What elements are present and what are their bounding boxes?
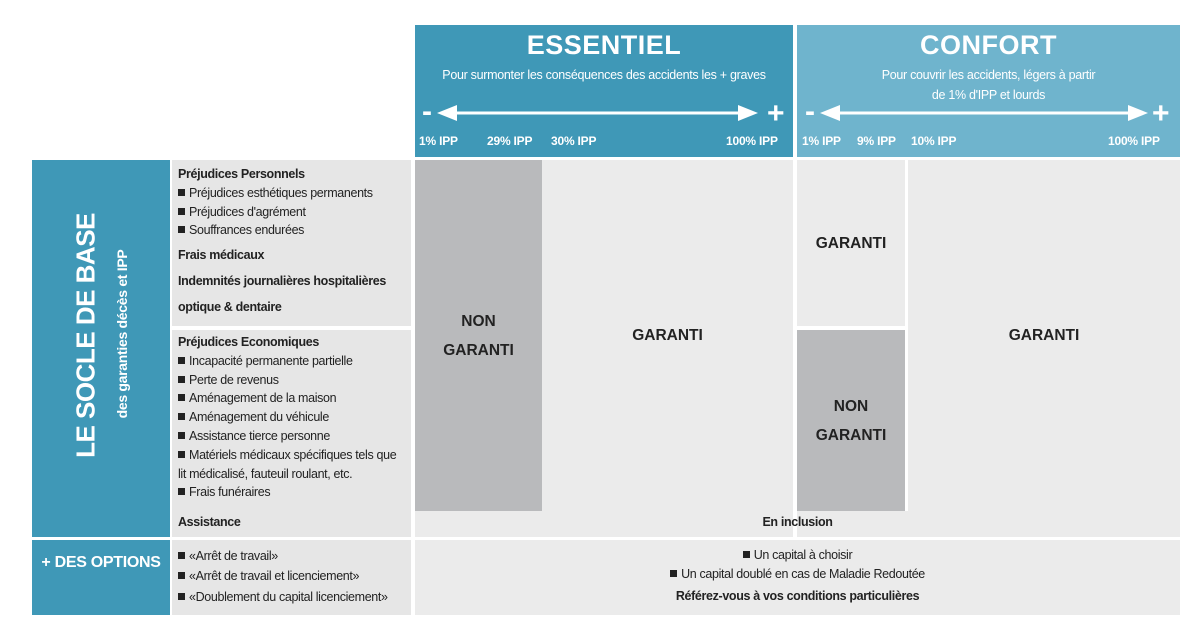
ipp-tick: 1% IPP (419, 134, 458, 148)
ipp-tick: 29% IPP (487, 134, 533, 148)
options-details: Un capital à choisir Un capital doublé e… (415, 546, 1180, 608)
ipp-tick: 1% IPP (802, 134, 841, 148)
divider (793, 160, 797, 537)
scale-end: + (767, 97, 785, 130)
assistance-cell: En inclusion (762, 515, 833, 529)
group-heading: Préjudices Personnels (178, 167, 305, 181)
socle-title: LE SOCLE DE BASE (70, 213, 101, 458)
ipp-tick: 9% IPP (857, 134, 896, 148)
cell-text: GARANTI (815, 234, 887, 252)
option-detail: Un capital doublé en cas de Maladie Redo… (415, 565, 1180, 584)
divider (797, 326, 905, 330)
bullet-item: Préjudices d'agrément (178, 203, 414, 222)
options-band (32, 540, 170, 615)
cell-text: NON GARANTI (815, 397, 887, 444)
confort-header (797, 25, 1180, 157)
option-note: Référez-vous à vos conditions particuliè… (675, 588, 920, 603)
assistance-label: Assistance (178, 515, 241, 529)
group-heading: Préjudices Economiques (178, 335, 319, 349)
bullet-item: Matériels médicaux spécifiques tels que … (178, 446, 406, 484)
garanti-cell: GARANTI (542, 160, 793, 511)
cell-text: NON GARANTI (443, 312, 514, 359)
bullet-item: Aménagement du véhicule (178, 408, 410, 427)
group-heading: Indemnités journalières hospitalières (178, 274, 386, 289)
socle-band (32, 160, 170, 537)
column-title: CONFORT (920, 30, 1057, 60)
bullet-item: Frais funéraires (178, 483, 410, 502)
garanti-cell: GARANTI (908, 160, 1180, 511)
option-item: «Doublement du capital licenciement» (178, 586, 388, 608)
bullet-item: Souffrances endurées (178, 221, 414, 240)
ipp-tick: 30% IPP (551, 134, 597, 148)
non-garanti-cell: NON GARANTI (797, 330, 905, 511)
essentiel-header (415, 25, 793, 157)
bullet-item: Préjudices esthétiques permanents (178, 184, 414, 203)
scale-end: + (1152, 97, 1170, 130)
ipp-tick: 10% IPP (911, 134, 957, 148)
ipp-tick: 100% IPP (726, 134, 778, 148)
scale-start: - (805, 95, 815, 128)
socle-subtitle: des garanties décès et IPP (114, 249, 130, 419)
economic-list: Préjudices Economiques Incapacité perman… (178, 333, 410, 502)
non-garanti-cell: NON GARANTI (415, 160, 542, 511)
option-item: «Arrêt de travail et licenciement» (178, 566, 388, 586)
arrows (437, 105, 1148, 121)
bullet-item: Incapacité permanente partielle (178, 352, 410, 371)
bullet-item: Aménagement de la maison (178, 389, 410, 408)
options-title: + DES OPTIONS (41, 554, 161, 571)
column-subtitle: Pour surmonter les conséquences des acci… (442, 68, 766, 82)
bullet-item: Perte de revenus (178, 371, 410, 390)
garanti-cell: GARANTI (797, 160, 905, 326)
cell-text: GARANTI (632, 327, 703, 344)
column-subtitle: de 1% d'IPP et lourds (931, 88, 1046, 102)
group-heading: optique & dentaire (178, 300, 282, 315)
scale-start: - (422, 95, 432, 128)
column-title: ESSENTIEL (526, 30, 682, 60)
personal-list: Préjudices Personnels Préjudices esthéti… (178, 165, 414, 320)
option-detail: Un capital à choisir (415, 546, 1180, 565)
bullet-item: Assistance tierce personne (178, 427, 410, 446)
divider (905, 160, 908, 511)
ipp-tick: 100% IPP (1108, 134, 1160, 148)
column-subtitle: Pour couvrir les accidents, légers à par… (881, 68, 1096, 82)
cell-text: GARANTI (1008, 327, 1080, 344)
option-item: «Arrêt de travail» (178, 546, 388, 566)
options-list: «Arrêt de travail» «Arrêt de travail et … (178, 546, 388, 608)
group-heading: Frais médicaux (178, 248, 265, 263)
